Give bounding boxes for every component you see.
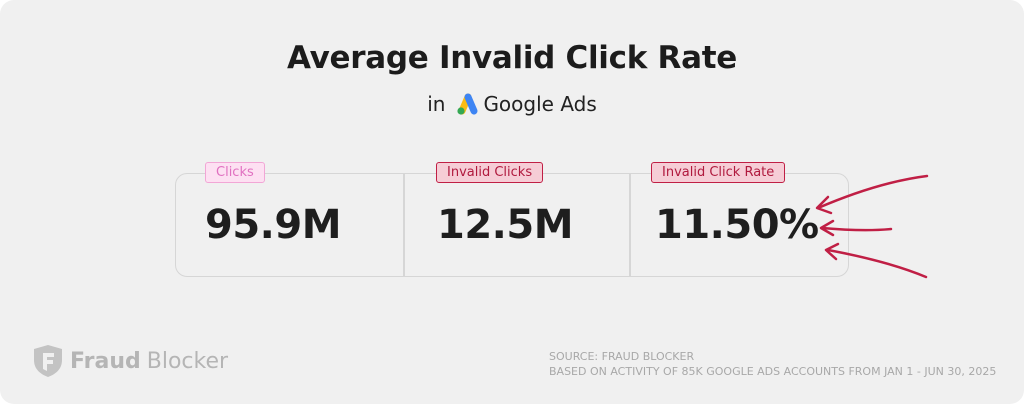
google-ads-logo-icon <box>457 93 478 115</box>
invalid-click-rate-value: 11.50% <box>655 202 819 248</box>
invalid-clicks-value: 12.5M <box>437 202 574 248</box>
brand-name-rest: Blocker <box>146 348 229 374</box>
invalid-click-rate-label-badge: Invalid Click Rate <box>651 162 786 183</box>
stats-divider <box>403 174 405 276</box>
subtitle-prefix: in <box>427 92 446 116</box>
fraud-blocker-shield-icon <box>34 345 62 377</box>
clicks-label-badge: Clicks <box>205 162 265 183</box>
source-note: SOURCE: FRAUD BLOCKER BASED ON ACTIVITY … <box>549 349 996 379</box>
invalid-clicks-label-badge: Invalid Clicks <box>436 162 544 183</box>
fraud-blocker-logo: Fraud Blocker <box>32 344 228 378</box>
platform-name: Google Ads <box>483 92 597 116</box>
clicks-value: 95.9M <box>205 202 342 248</box>
google-ads-brand: Google Ads <box>453 92 597 116</box>
subtitle: in Google Ads <box>0 92 1024 116</box>
stats-divider <box>629 174 631 276</box>
brand-name-bold: Fraud <box>70 348 141 374</box>
page-title: Average Invalid Click Rate <box>287 40 737 76</box>
basis-line: BASED ON ACTIVITY OF 85K GOOGLE ADS ACCO… <box>549 365 997 378</box>
source-line: SOURCE: FRAUD BLOCKER <box>549 350 695 363</box>
hand-drawn-arrows-icon <box>815 174 929 279</box>
